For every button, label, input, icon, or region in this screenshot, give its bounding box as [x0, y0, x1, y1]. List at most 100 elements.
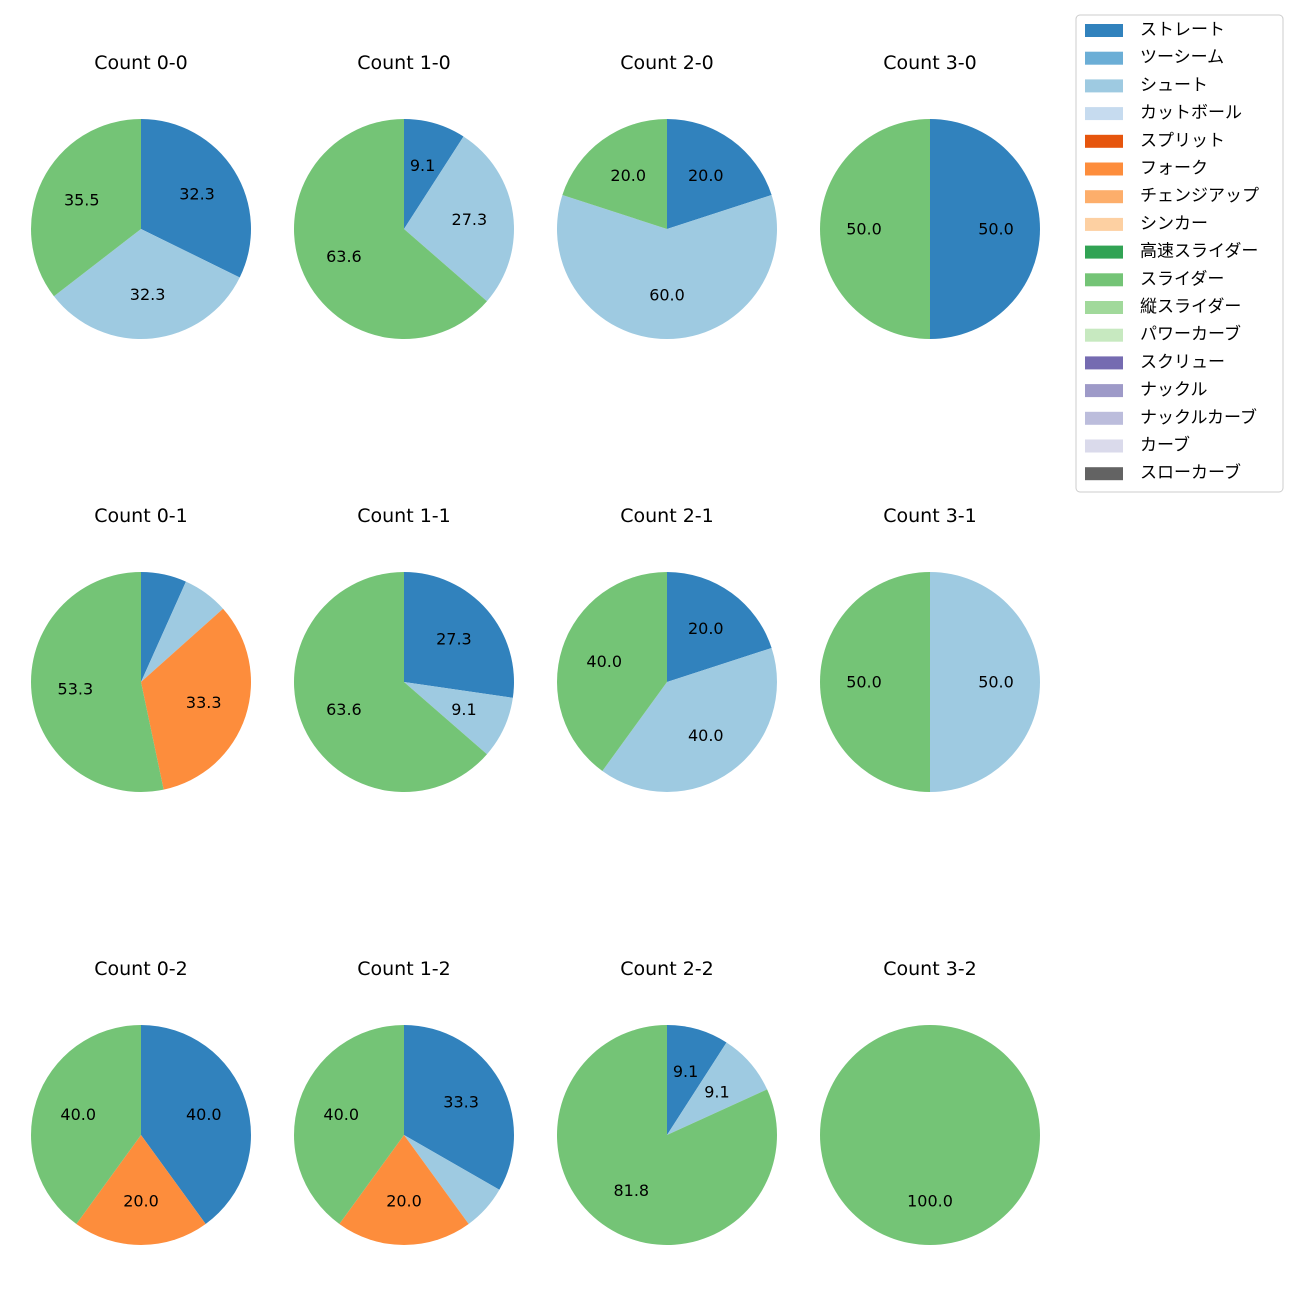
slice-label: 27.3 [452, 210, 488, 229]
legend-label: ストレート [1140, 20, 1225, 40]
legend-item: ツーシーム [1085, 48, 1224, 68]
legend-swatch [1085, 162, 1123, 176]
legend-item: スクリュー [1085, 352, 1225, 372]
pie-slice [602, 648, 777, 792]
pie-title: Count 3-2 [883, 958, 977, 980]
legend-label: フォーク [1140, 159, 1208, 179]
legend-swatch [1085, 411, 1123, 425]
slice-label: 53.3 [58, 679, 94, 698]
legend-swatch [1085, 24, 1123, 37]
legend-swatch [1085, 134, 1123, 148]
pie-slice [31, 1025, 141, 1224]
pie-12: Count 3-2 100.0 [820, 958, 1040, 1245]
pie-slice [820, 572, 930, 792]
pie-slice [557, 1025, 778, 1245]
pie-6: Count 1-1 27.3 9.1 63.6 [293, 505, 514, 792]
legend-item: パワーカーブ [1085, 324, 1241, 345]
legend-item: フォーク [1085, 159, 1208, 179]
slice-label: 81.8 [613, 1181, 649, 1200]
pie-10: Count 1-2 33.3 20.0 40.0 [294, 958, 514, 1245]
pie-slice [404, 1135, 500, 1224]
pie-7: Count 2-1 20.0 40.0 40.0 [557, 505, 777, 792]
legend-swatch [1085, 107, 1123, 121]
legend-swatch [1085, 467, 1123, 481]
pie-slice [404, 1025, 514, 1190]
pie-title: Count 0-1 [94, 505, 188, 527]
legend-item: カーブ [1085, 435, 1190, 456]
slice-label: 20.0 [688, 619, 724, 638]
legend-item: スプリット [1085, 131, 1225, 151]
legend-item: ナックル [1085, 380, 1208, 400]
legend-label: カットボール [1140, 103, 1242, 123]
pie-slice [820, 119, 930, 339]
legend-label: スクリュー [1140, 352, 1225, 372]
slice-label: 40.0 [60, 1105, 96, 1124]
legend-label: 縦スライダー [1140, 297, 1241, 317]
pie-title: Count 0-2 [94, 958, 188, 980]
legend-item: ストレート [1085, 20, 1225, 40]
pie-title: Count 3-1 [883, 505, 977, 527]
legend-label: カーブ [1140, 435, 1190, 456]
pie-1: Count 0-0 32.3 32.3 35.5 [30, 52, 251, 339]
pie-slice [930, 572, 1040, 792]
pie-title: Count 3-0 [883, 52, 977, 74]
slice-label: 50.0 [846, 673, 882, 692]
pie-slice [30, 118, 141, 297]
legend-item: チェンジアップ [1085, 186, 1259, 206]
legend-item: シンカー [1085, 214, 1208, 234]
legend-swatch [1085, 51, 1123, 65]
slice-label: 20.0 [610, 166, 646, 185]
legend-swatch [1085, 301, 1123, 314]
pie-slice [820, 1025, 1040, 1245]
slice-label: 50.0 [846, 220, 882, 239]
legend-swatch [1085, 356, 1123, 370]
legend-swatch [1085, 79, 1123, 93]
legend-swatch [1085, 384, 1123, 398]
legend-swatch [1085, 439, 1123, 453]
slice-label: 50.0 [978, 673, 1014, 692]
legend-swatch [1085, 217, 1123, 231]
slice-label: 63.6 [326, 247, 362, 266]
legend-label: スローカーブ [1140, 462, 1241, 483]
slice-label: 63.6 [326, 700, 362, 719]
slice-label: 40.0 [323, 1105, 359, 1124]
slice-label: 35.5 [64, 190, 100, 209]
pie-title: Count 2-1 [620, 505, 714, 527]
legend-item: スライダー [1085, 269, 1224, 289]
pie-slice [31, 572, 164, 792]
pie-title: Count 0-0 [94, 52, 188, 74]
pie-slice [667, 1025, 727, 1135]
pie-title: Count 1-2 [357, 958, 451, 980]
legend-label: シンカー [1140, 214, 1208, 234]
pie-slice [293, 119, 487, 339]
slice-label: 33.3 [443, 1092, 479, 1111]
pie-slice [293, 572, 487, 792]
slice-label: 9.1 [673, 1062, 698, 1081]
pie-slice [339, 1135, 469, 1245]
slice-label: 40.0 [186, 1105, 222, 1124]
legend-label: ツーシーム [1140, 48, 1224, 68]
pie-2: Count 1-0 9.1 27.3 63.6 [293, 52, 514, 339]
slice-label: 50.0 [978, 220, 1014, 239]
slice-label: 32.3 [130, 285, 166, 304]
pie-slice [930, 119, 1040, 339]
pie-slice [667, 572, 772, 682]
pie-slice [141, 572, 186, 682]
legend-label: パワーカーブ [1140, 324, 1241, 345]
legend-item: 高速スライダー [1085, 242, 1258, 262]
pie-slice [53, 229, 240, 339]
pie-title: Count 1-1 [357, 505, 451, 527]
legend-item: 縦スライダー [1085, 297, 1241, 317]
pie-8: Count 3-1 50.0 50.0 [820, 505, 1040, 792]
pie-slice [667, 119, 772, 229]
slice-label: 20.0 [123, 1192, 159, 1211]
legend-label: 高速スライダー [1140, 242, 1258, 262]
legend: ストレートツーシームシュートカットボールスプリットフォークチェンジアップシンカー… [1075, 14, 1284, 493]
slice-label: 9.1 [410, 156, 435, 175]
pie-slice [141, 1025, 251, 1224]
legend-label: スライダー [1140, 269, 1224, 289]
legend-swatch [1085, 190, 1123, 204]
slice-label: 32.3 [179, 185, 215, 204]
pie-slice [404, 682, 513, 755]
legend-item: シュート [1085, 75, 1208, 95]
